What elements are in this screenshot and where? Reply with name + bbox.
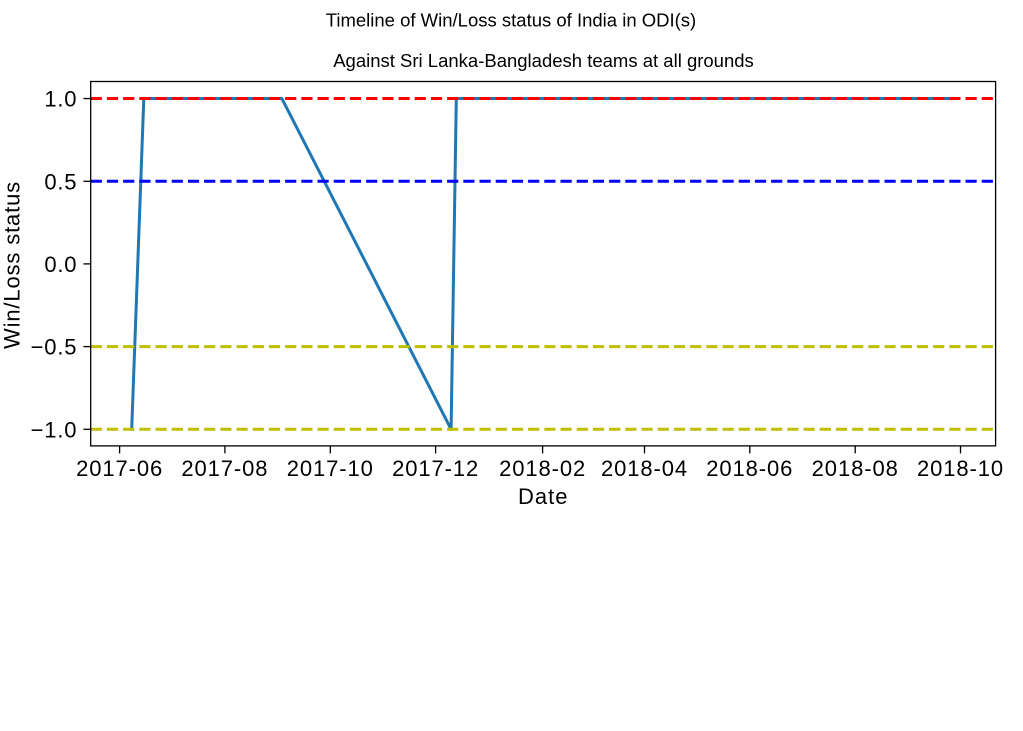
svg-text:2017-10: 2017-10 [287, 456, 374, 481]
svg-text:1.0: 1.0 [44, 87, 77, 112]
svg-text:−1.0: −1.0 [31, 417, 78, 442]
svg-text:Date: Date [518, 484, 568, 509]
svg-text:2018-10: 2018-10 [917, 456, 1004, 481]
svg-text:Against Sri Lanka-Bangladesh t: Against Sri Lanka-Bangladesh teams at al… [333, 50, 754, 71]
svg-text:2017-12: 2017-12 [392, 456, 479, 481]
svg-text:Win/Loss status: Win/Loss status [0, 181, 25, 349]
svg-text:2018-02: 2018-02 [499, 456, 586, 481]
svg-text:2018-06: 2018-06 [706, 456, 793, 481]
svg-text:2018-04: 2018-04 [601, 456, 688, 481]
svg-text:0.0: 0.0 [44, 252, 77, 277]
svg-text:Timeline of Win/Loss status of: Timeline of Win/Loss status of India in … [326, 9, 696, 30]
svg-text:2017-06: 2017-06 [76, 456, 163, 481]
svg-text:2018-08: 2018-08 [812, 456, 899, 481]
svg-text:2017-08: 2017-08 [181, 456, 268, 481]
svg-text:−0.5: −0.5 [31, 335, 78, 360]
svg-text:0.5: 0.5 [44, 169, 77, 194]
